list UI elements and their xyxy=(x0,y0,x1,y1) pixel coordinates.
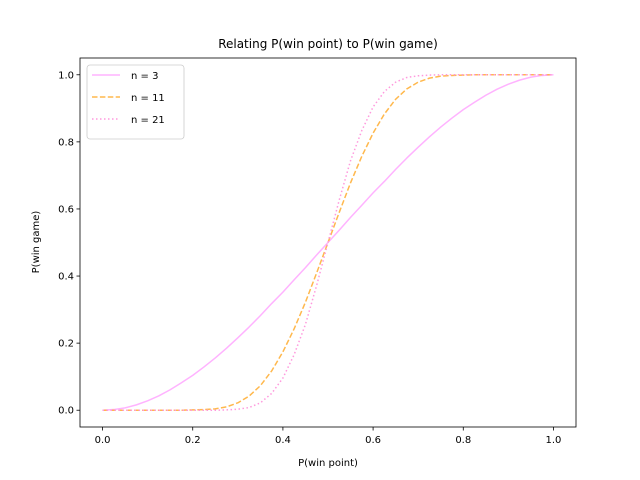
legend-box xyxy=(86,64,185,140)
x-axis-ticks: 0.0 0.2 0.4 0.6 0.8 1.0 xyxy=(95,427,562,446)
chart-title: Relating P(win point) to P(win game) xyxy=(218,37,438,51)
plot-area: 0.0 0.2 0.4 0.6 0.8 1.0 0.0 0.2 0.4 0.6 0.8 1.0 xyxy=(58,57,577,446)
x-tick-label: 0.0 xyxy=(95,435,111,446)
y-tick-label: 0.8 xyxy=(58,137,74,148)
y-tick-label: 0.4 xyxy=(58,272,74,283)
axes-frame xyxy=(79,57,577,428)
legend-label: n = 3 xyxy=(131,71,158,82)
legend-label: n = 11 xyxy=(131,93,165,104)
legend: n = 3 n = 11 n = 21 xyxy=(86,64,185,140)
x-tick-label: 0.2 xyxy=(185,435,201,446)
y-axis-ticks: 0.0 0.2 0.4 0.6 0.8 1.0 xyxy=(58,70,80,417)
y-tick-label: 1.0 xyxy=(58,70,74,81)
x-axis-label: P(win point) xyxy=(298,458,358,469)
legend-label: n = 21 xyxy=(131,115,165,126)
x-tick-label: 0.4 xyxy=(275,435,291,446)
series-line-3 xyxy=(102,74,554,411)
series-group xyxy=(102,74,554,411)
y-tick-label: 0.0 xyxy=(58,406,74,417)
y-axis-label: P(win game) xyxy=(31,211,42,274)
x-tick-label: 0.8 xyxy=(455,435,471,446)
y-tick-label: 0.2 xyxy=(58,339,74,350)
series-line-1 xyxy=(102,74,554,411)
y-tick-label: 0.6 xyxy=(58,204,74,215)
x-tick-label: 1.0 xyxy=(546,435,562,446)
x-tick-label: 0.6 xyxy=(365,435,381,446)
